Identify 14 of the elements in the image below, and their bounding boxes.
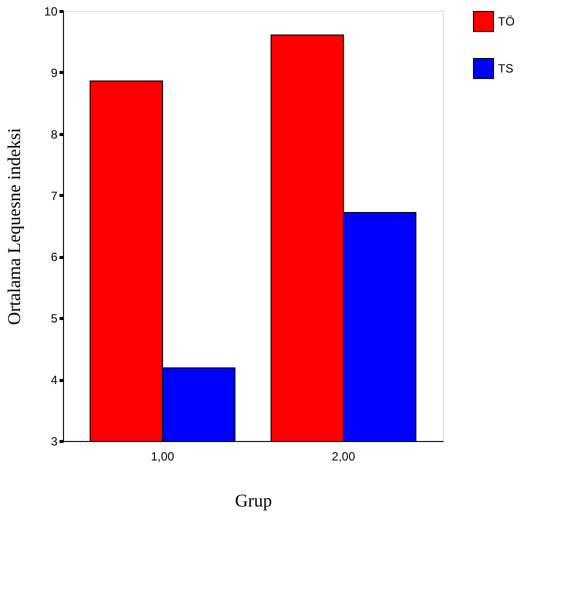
y-tick-label: 6	[50, 250, 58, 264]
y-tick-label: 3	[50, 434, 58, 448]
y-tick-label: 9	[50, 66, 58, 80]
legend-label: TS	[498, 62, 514, 76]
y-tick-label: 10	[44, 4, 58, 18]
legend-label: TÖ	[498, 14, 515, 28]
x-axis-title: Grup	[235, 490, 272, 510]
x-tick-label: 2,00	[332, 450, 356, 464]
y-tick-label: 5	[50, 312, 58, 326]
x-tick-label: 1,00	[150, 450, 175, 464]
y-tick-label: 7	[50, 188, 58, 203]
y-axis-title: Ortalama Lequesne indeksi	[4, 128, 24, 325]
y-tick-label: 8	[50, 127, 58, 142]
y-tick-label: 4	[50, 373, 58, 388]
